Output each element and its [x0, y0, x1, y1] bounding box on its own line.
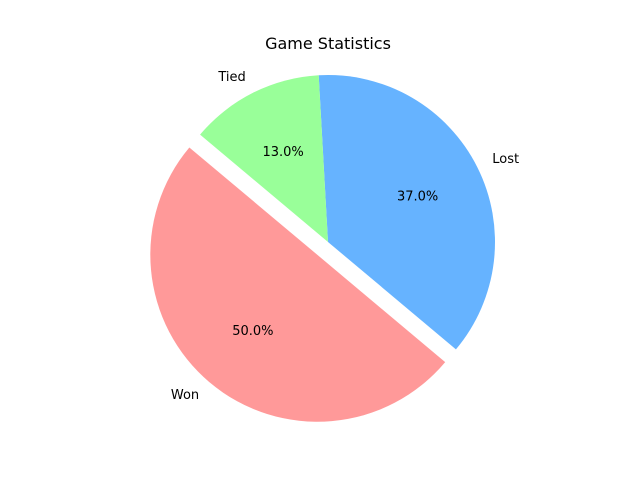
slice-label-lost: Lost: [492, 152, 519, 167]
slice-percent-lost: 37.0%: [397, 190, 438, 205]
slice-percent-tied: 13.0%: [262, 145, 303, 160]
slice-percent-won: 50.0%: [232, 324, 273, 339]
pie-slice-tied: [200, 75, 328, 242]
pie-labels: Won 50.0% Lost 37.0% Tied 13.0%: [171, 70, 519, 403]
slice-label-won: Won: [171, 388, 199, 403]
pie-slice-lost: [318, 75, 496, 350]
pie-slice-won: [150, 147, 446, 422]
slice-label-tied: Tied: [217, 70, 245, 85]
chart-title: Game Statistics: [265, 34, 391, 53]
pie-slices: [150, 75, 496, 422]
